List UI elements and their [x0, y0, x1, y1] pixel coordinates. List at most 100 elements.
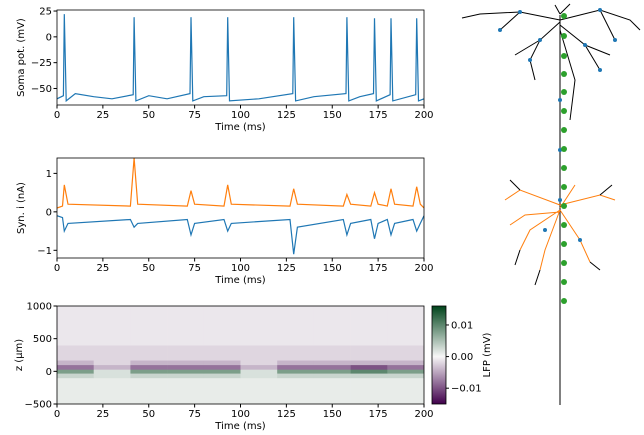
x-tick-label: 25 [97, 263, 110, 274]
heatmap-cell [167, 345, 205, 361]
heatmap-cell [350, 345, 388, 361]
y-tick-label: −25 [31, 58, 52, 69]
y-axis-label: z (μm) [14, 339, 25, 371]
heatmap-cell [167, 373, 205, 379]
heatmap-cell [277, 373, 315, 379]
x-tick-label: 175 [369, 409, 388, 420]
heatmap-cell [93, 369, 131, 374]
heatmap-cell [130, 373, 168, 379]
y-axis-label: Syn. i (nA) [16, 182, 27, 234]
heatmap-cell [350, 369, 388, 374]
heatmap-cell [93, 345, 131, 361]
heatmap-cell [313, 306, 351, 346]
heatmap-cell [350, 377, 388, 404]
x-tick-label: 25 [97, 110, 110, 121]
heatmap-cell [240, 369, 278, 374]
heatmap-cell [387, 373, 424, 379]
colorbar-tick-label: 0.00 [451, 352, 473, 363]
heatmap-cell [387, 369, 424, 374]
heatmap-cell [130, 364, 168, 370]
heatmap-cell [277, 360, 315, 366]
heatmap-cell [313, 364, 351, 370]
heatmap-cell [130, 360, 168, 366]
line-series [57, 215, 424, 255]
x-tick-label: 25 [97, 409, 110, 420]
x-tick-label: 75 [188, 263, 201, 274]
x-tick-label: 200 [414, 263, 433, 274]
heatmap-cell [93, 360, 131, 366]
x-tick-label: 100 [231, 110, 250, 121]
y-tick-label: 0 [46, 367, 52, 378]
x-tick-label: 50 [142, 110, 155, 121]
y-tick-label: 1 [46, 169, 52, 180]
heatmap-cell [57, 345, 94, 361]
x-tick-label: 0 [54, 409, 60, 420]
colorbar [431, 305, 447, 405]
heatmap-cell [387, 345, 424, 361]
heatmap-cell [203, 364, 241, 370]
heatmap-cell [167, 306, 205, 346]
x-tick-label: 75 [188, 409, 201, 420]
x-tick-label: 200 [414, 110, 433, 121]
heatmap-cell [387, 364, 424, 370]
heatmap-cell [57, 360, 94, 366]
heatmap-cell [277, 345, 315, 361]
heatmap-cell [130, 377, 168, 404]
heatmap-cell [277, 306, 315, 346]
x-tick-label: 100 [231, 409, 250, 420]
heatmap-cell [57, 377, 94, 404]
heatmap-cell [240, 364, 278, 370]
y-tick-label: 1000 [27, 302, 52, 313]
heatmap-cell [93, 377, 131, 404]
heatmap-cell [57, 306, 94, 346]
colorbar-label: LFP (mV) [482, 332, 493, 377]
colorbar-tick-label: 0.01 [451, 320, 473, 331]
heatmap-cell [240, 377, 278, 404]
y-tick-label: −50 [31, 84, 52, 95]
heatmap-cell [240, 373, 278, 379]
heatmap-cell [130, 306, 168, 346]
x-tick-label: 200 [414, 409, 433, 420]
x-tick-label: 50 [142, 409, 155, 420]
y-tick-label: −1 [37, 246, 52, 257]
x-tick-label: 100 [231, 263, 250, 274]
x-axis-label: Time (ms) [214, 122, 266, 133]
heatmap-cell [277, 369, 315, 374]
x-tick-label: 0 [54, 110, 60, 121]
x-tick-label: 125 [277, 263, 296, 274]
heatmap-cell [350, 360, 388, 366]
heatmap-cell [167, 364, 205, 370]
x-tick-label: 175 [369, 263, 388, 274]
x-tick-label: 50 [142, 263, 155, 274]
x-tick-label: 125 [277, 110, 296, 121]
plot-area [57, 306, 424, 404]
heatmap-cell [57, 369, 94, 374]
heatmap-cell [350, 364, 388, 370]
heatmap-cell [93, 373, 131, 379]
heatmap-cell [387, 360, 424, 366]
heatmap-cell [130, 345, 168, 361]
x-tick-label: 150 [323, 263, 342, 274]
heatmap-cell [130, 369, 168, 374]
heatmap-cell [203, 360, 241, 366]
axes-frame [56, 157, 425, 259]
heatmap-cell [350, 306, 388, 346]
heatmap-cell [57, 364, 94, 370]
heatmap-cell [203, 373, 241, 379]
heatmap-cell [313, 360, 351, 366]
plot-area [57, 14, 424, 103]
heatmap-cell [313, 373, 351, 379]
heatmap-cell [203, 306, 241, 346]
colorbar-tick-label: −0.01 [451, 384, 482, 395]
plot-area [57, 158, 424, 255]
x-tick-label: 150 [323, 409, 342, 420]
y-tick-label: 500 [33, 334, 52, 345]
line-series [57, 158, 424, 209]
heatmap-cell [203, 377, 241, 404]
x-axis-label: Time (ms) [214, 421, 266, 431]
heatmap-cell [350, 373, 388, 379]
heatmap-cell [167, 377, 205, 404]
y-axis-label: Soma pot. (mV) [16, 18, 27, 97]
neuron-morphology [461, 3, 641, 405]
